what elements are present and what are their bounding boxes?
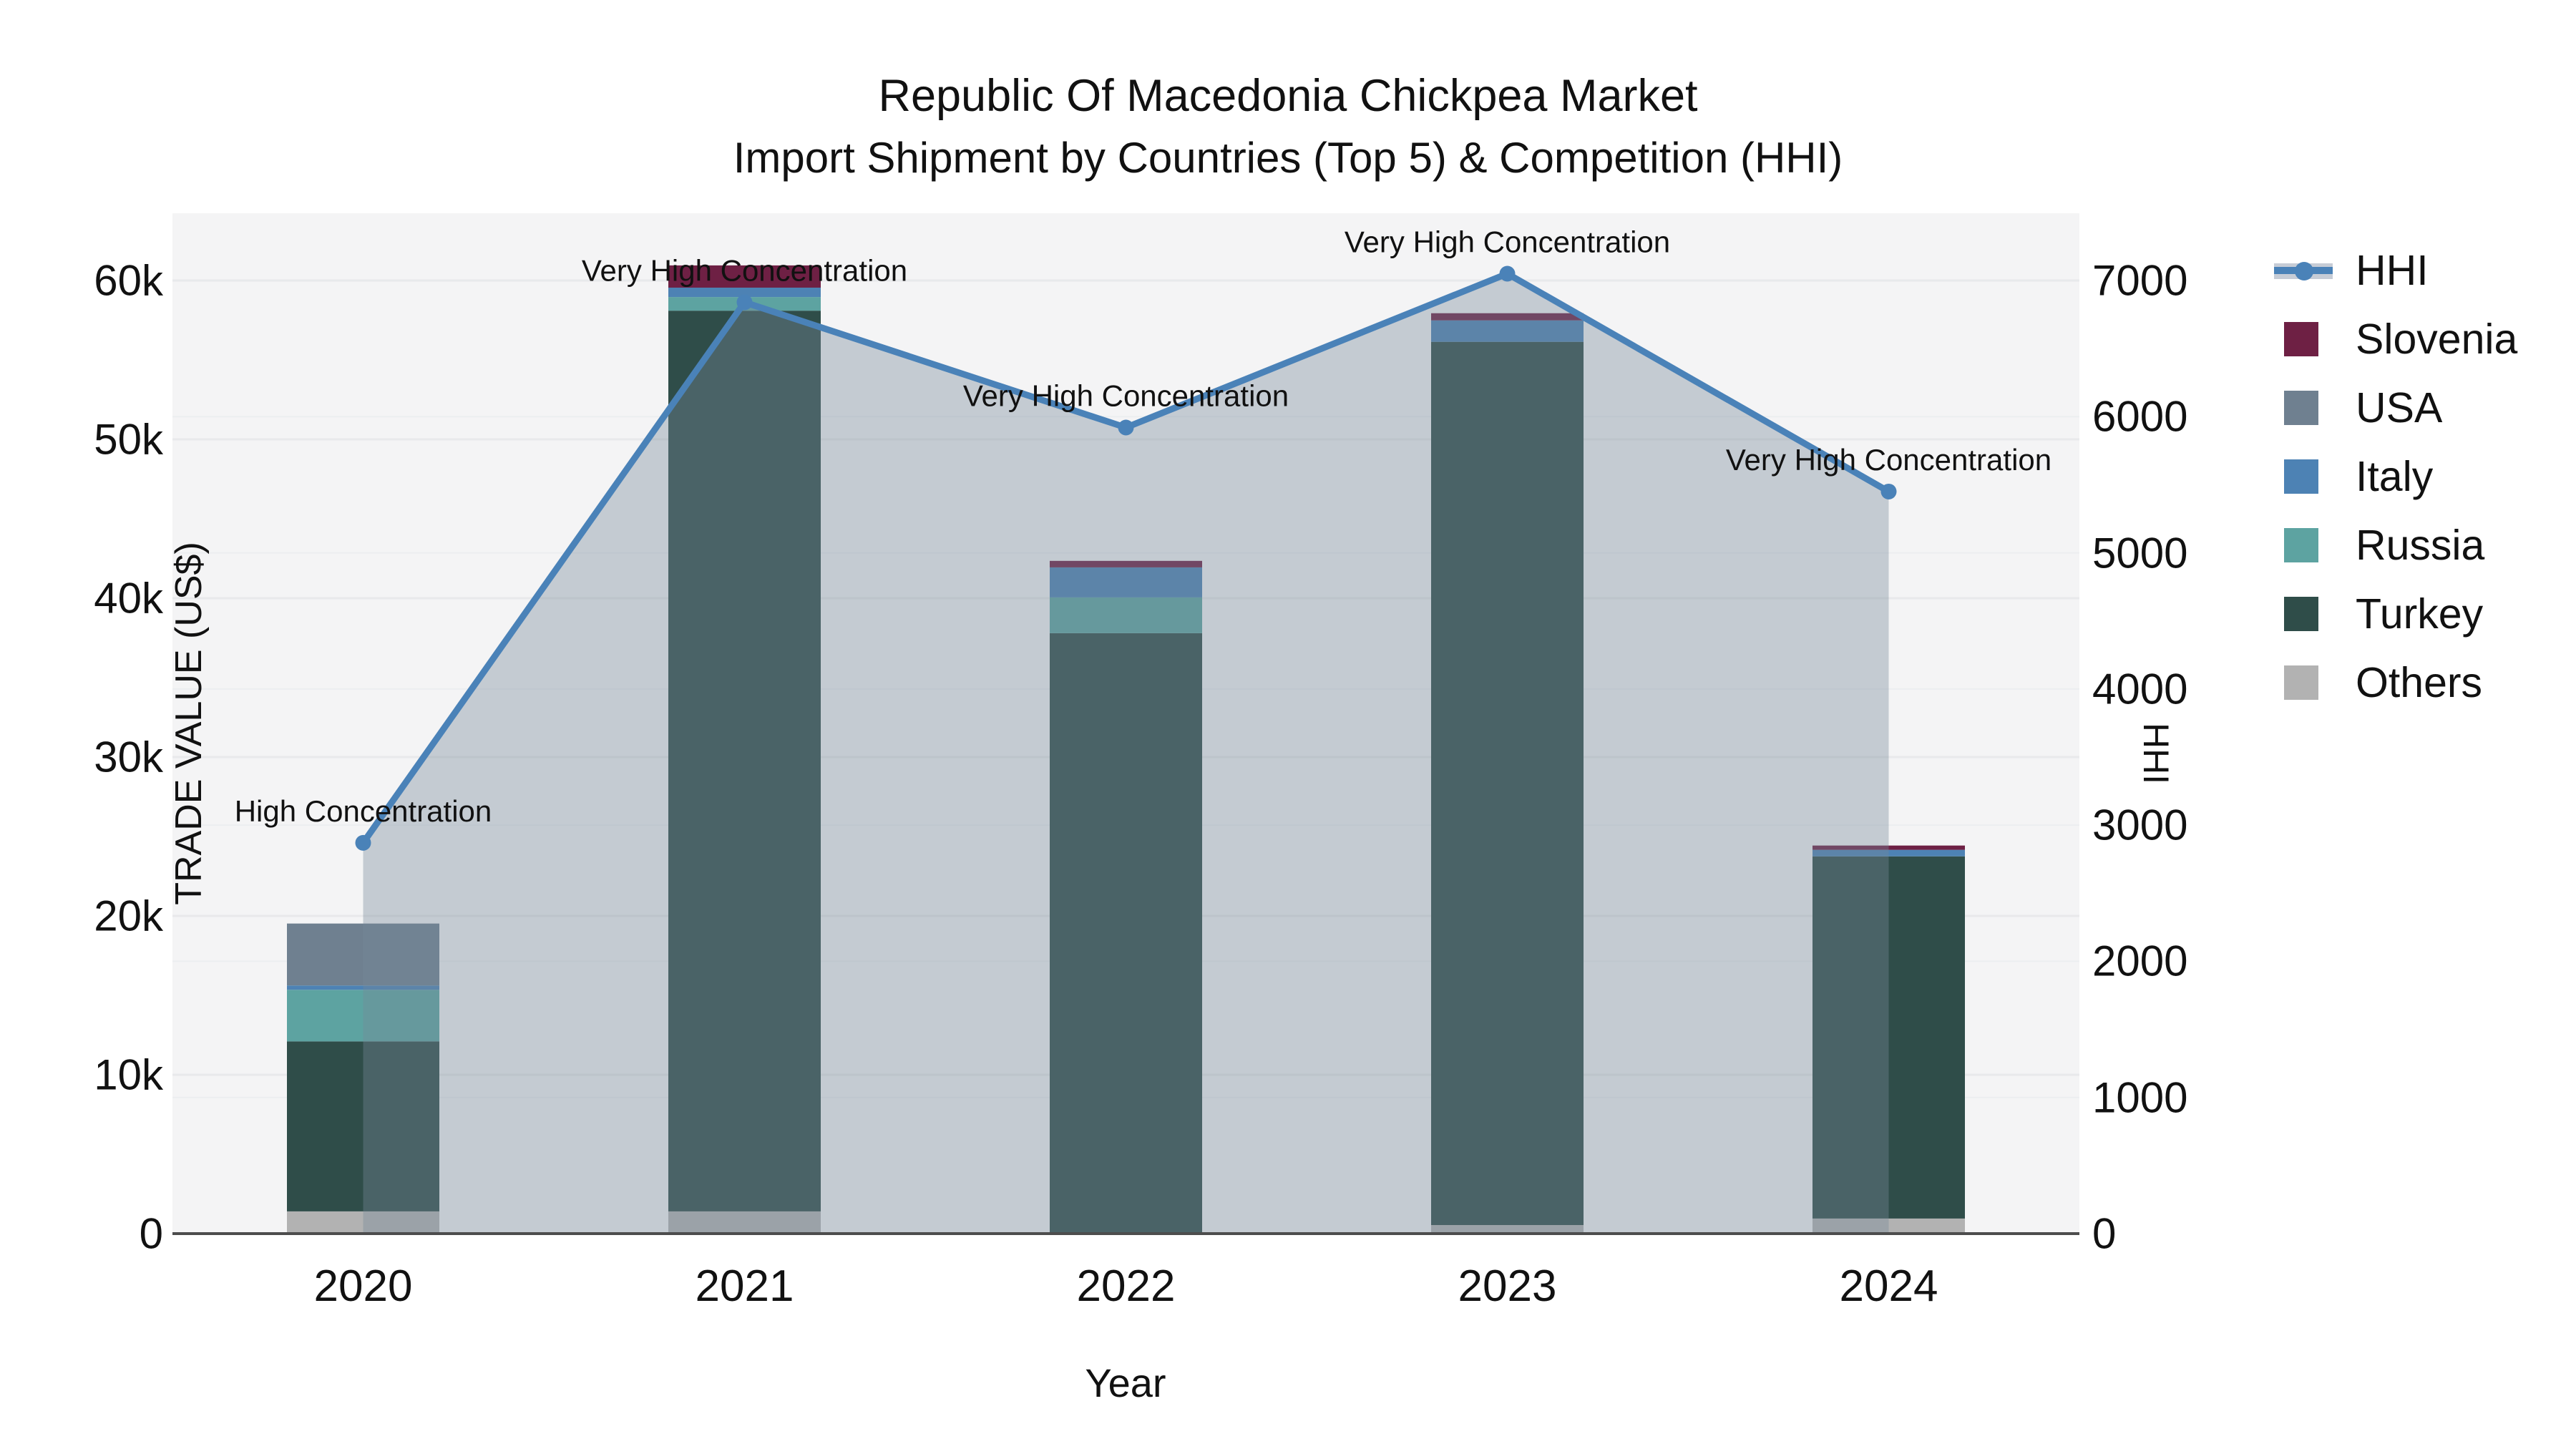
y-right-tick-1000: 1000 [2092, 1073, 2188, 1122]
bar-segment-turkey-2022[interactable] [1050, 633, 1202, 1234]
bar-segment-slovenia-2024[interactable] [1813, 845, 1965, 850]
legend-item-hhi[interactable]: HHI [2274, 236, 2517, 305]
bar-segment-slovenia-2022[interactable] [1050, 560, 1202, 567]
legend-item-others[interactable]: Others [2274, 648, 2517, 717]
bar-segment-turkey-2023[interactable] [1431, 341, 1584, 1226]
bar-segment-italy-2024[interactable] [1813, 849, 1965, 857]
bar-segment-italy-2020[interactable] [287, 985, 439, 990]
x-tick-2022: 2022 [1076, 1262, 1176, 1311]
x-tick-2021: 2021 [695, 1262, 794, 1311]
legend-swatch-icon [2274, 457, 2337, 497]
y-left-tick-50k: 50k [94, 415, 163, 464]
bar-segment-turkey-2024[interactable] [1813, 856, 1965, 1219]
hhi-area-fill [363, 273, 1889, 1234]
hhi-marker-2021[interactable] [736, 294, 753, 311]
legend: HHI Slovenia USA Italy Russia Turkey Others [2274, 236, 2517, 717]
y-right-tick-2000: 2000 [2092, 937, 2188, 985]
legend-label: Turkey [2356, 590, 2484, 638]
legend-item-italy[interactable]: Italy [2274, 442, 2517, 511]
bar-segment-others-2020[interactable] [287, 1211, 439, 1234]
legend-item-turkey[interactable]: Turkey [2274, 580, 2517, 648]
bar-segment-italy-2022[interactable] [1050, 567, 1202, 597]
legend-swatch [2284, 391, 2318, 425]
legend-swatch [2284, 665, 2318, 700]
legend-label: HHI [2356, 247, 2429, 294]
x-axis-title: Year [1085, 1360, 1166, 1405]
legend-item-russia[interactable]: Russia [2274, 511, 2517, 580]
hhi-marker-2024[interactable] [1880, 483, 1897, 499]
legend-label: Others [2356, 659, 2483, 706]
legend-swatch-icon [2274, 663, 2337, 703]
y-left-tick-20k: 20k [94, 892, 163, 940]
bar-segment-russia-2020[interactable] [287, 990, 439, 1042]
annotation-2021: Very High Concentration [582, 253, 907, 287]
x-tick-2020: 2020 [313, 1262, 413, 1311]
bar-segment-others-2021[interactable] [668, 1211, 821, 1234]
legend-swatch-icon [2274, 594, 2337, 634]
bar-segment-italy-2023[interactable] [1431, 320, 1584, 342]
annotation-2020: High Concentration [235, 794, 492, 828]
hhi-marker-2022[interactable] [1118, 419, 1134, 436]
y-right-tick-4000: 4000 [2092, 665, 2188, 713]
y-left-tick-60k: 60k [94, 256, 163, 305]
legend-label: Italy [2356, 453, 2434, 500]
legend-swatch [2284, 597, 2318, 631]
annotation-2023: Very High Concentration [1345, 225, 1670, 258]
hhi-marker-2023[interactable] [1499, 265, 1516, 282]
y-right-tick-5000: 5000 [2092, 529, 2188, 577]
legend-swatch [2284, 322, 2318, 356]
bar-segment-others-2023[interactable] [1431, 1225, 1584, 1234]
y-axis-left-title: TRADE VALUE (US$) [167, 542, 210, 905]
legend-swatch-icon [2274, 525, 2337, 565]
annotation-2024: Very High Concentration [1726, 443, 2051, 477]
y-right-tick-6000: 6000 [2092, 392, 2188, 441]
y-axis-right-title: HHI [2136, 723, 2176, 785]
legend-swatch [2284, 459, 2318, 494]
y-right-tick-7000: 7000 [2092, 256, 2188, 305]
legend-label: Slovenia [2356, 316, 2518, 363]
legend-label: USA [2356, 384, 2443, 431]
y-right-tick-0: 0 [2092, 1209, 2117, 1258]
x-tick-2023: 2023 [1458, 1262, 1557, 1311]
y-left-tick-0: 0 [139, 1209, 163, 1258]
annotation-2022: Very High Concentration [963, 379, 1289, 413]
x-tick-2024: 2024 [1839, 1262, 1938, 1311]
legend-item-slovenia[interactable]: Slovenia [2274, 305, 2517, 374]
legend-swatch-icon [2274, 388, 2337, 428]
bar-segment-italy-2021[interactable] [668, 287, 821, 298]
hhi-line-icon [2274, 250, 2337, 291]
legend-label: Russia [2356, 522, 2485, 569]
hhi-marker-2020[interactable] [355, 834, 371, 851]
bar-segment-turkey-2021[interactable] [668, 311, 821, 1211]
bar-segment-turkey-2020[interactable] [287, 1041, 439, 1211]
bar-segment-slovenia-2021[interactable] [668, 265, 821, 288]
chart-title: Republic Of Macedonia Chickpea Market [878, 71, 1698, 121]
chart-subtitle: Import Shipment by Countries (Top 5) & C… [733, 134, 1843, 182]
y-left-tick-10k: 10k [94, 1050, 163, 1099]
legend-swatch [2284, 528, 2318, 562]
y-left-tick-30k: 30k [94, 733, 163, 781]
bar-segment-slovenia-2023[interactable] [1431, 313, 1584, 321]
legend-item-usa[interactable]: USA [2274, 374, 2517, 442]
legend-swatch-icon [2274, 319, 2337, 359]
bar-segment-usa-2020[interactable] [287, 923, 439, 986]
bar-segment-others-2024[interactable] [1813, 1218, 1965, 1234]
bar-segment-russia-2022[interactable] [1050, 597, 1202, 633]
y-right-tick-3000: 3000 [2092, 801, 2188, 849]
y-left-tick-40k: 40k [94, 574, 163, 623]
